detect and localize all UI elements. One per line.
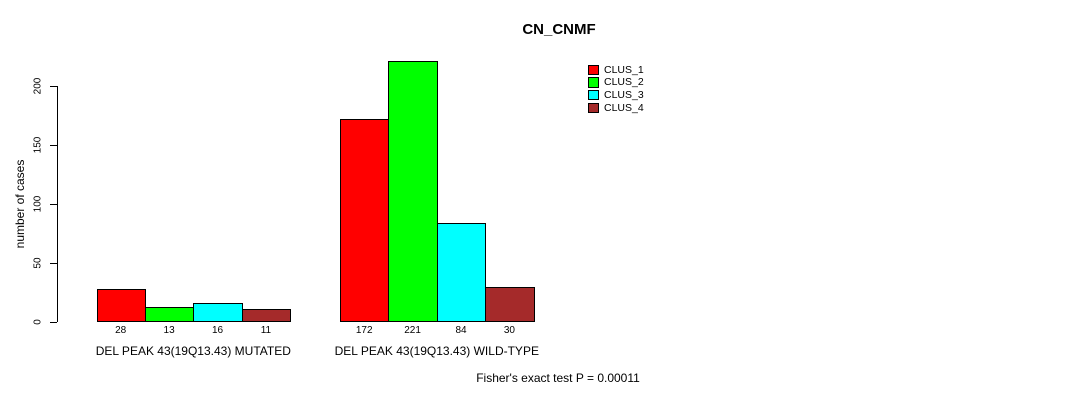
y-axis-label: number of cases [13,159,27,249]
y-tick-label: 150 [32,136,44,154]
fisher-test-note: Fisher's exact test P = 0.00011 [476,371,640,385]
legend-label: CLUS_1 [604,63,644,76]
bar [96,288,146,323]
y-axis-line [56,86,58,322]
legend-label: CLUS_3 [604,88,644,101]
legend-swatch [588,64,599,75]
bar [485,286,535,323]
y-tick [49,203,57,205]
bar-value-label: 221 [404,325,421,336]
bar-value-label: 13 [163,325,175,336]
y-tick-label: 0 [32,319,44,325]
legend-swatch [588,77,599,88]
bar [436,222,487,323]
chart-title: CN_CNMF [522,21,596,38]
bar [193,303,243,323]
bar [144,306,195,323]
x-category-label: DEL PEAK 43(19Q13.43) WILD-TYPE [334,344,539,358]
bar-value-label: 30 [503,325,515,336]
y-tick-label: 100 [32,195,44,213]
bar-value-label: 172 [355,325,373,336]
legend-swatch [588,89,599,101]
bar-value-label: 28 [115,325,127,336]
bar [241,309,292,323]
y-tick-label: 200 [32,77,44,95]
legend-swatch [588,102,599,114]
y-tick [49,321,57,323]
legend-label: CLUS_4 [604,101,644,114]
bar [388,61,438,323]
y-tick-label: 50 [32,257,44,269]
y-tick [49,262,57,264]
bar-value-label: 84 [455,325,467,336]
legend-label: CLUS_2 [604,76,644,89]
x-category-label: DEL PEAK 43(19Q13.43) MUTATED [95,344,291,358]
y-tick [49,85,57,87]
bar-value-label: 16 [211,325,224,336]
y-tick [49,144,57,146]
bar [340,119,390,323]
bar-value-label: 11 [260,325,272,336]
